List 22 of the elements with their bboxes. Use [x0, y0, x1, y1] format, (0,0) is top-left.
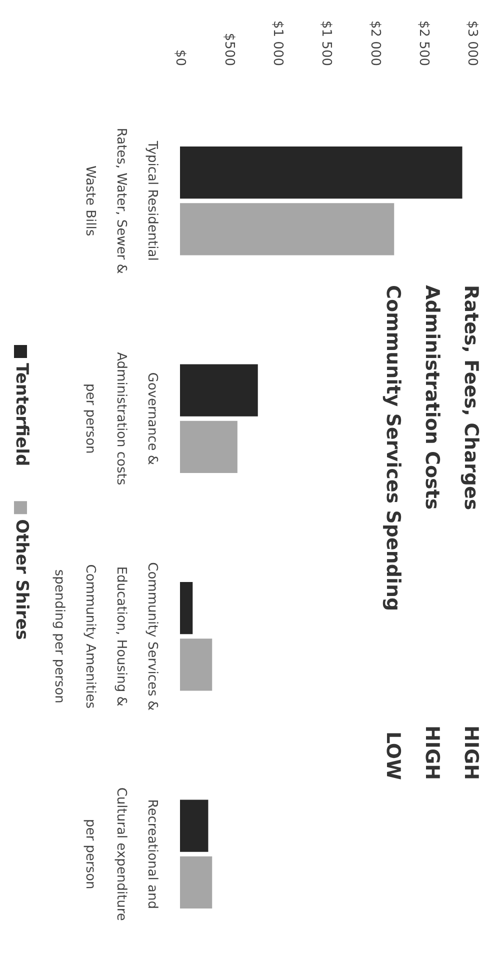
x-tick-label: $1 500 [318, 20, 334, 66]
x-tick-label: $2 000 [367, 20, 382, 66]
category-label: Recreational and Cultural expenditure per person [82, 787, 160, 921]
chart-title: Rates, Fees, Charges HIGH Administration Costs HIGH Community Services Spending LOW [382, 285, 482, 780]
category-label: Community Services & Education, Housing & Community Amenities spending per person [52, 562, 160, 711]
legend-label: Tenterfield [12, 363, 32, 466]
bar [180, 203, 394, 256]
category-label: Governance & Administration costs per person [82, 352, 160, 486]
x-tick-label: $1 000 [270, 20, 285, 66]
bar [180, 856, 212, 908]
x-tick-label: $2 500 [416, 20, 431, 66]
x-tick-label: $500 [221, 32, 236, 66]
bar [180, 638, 212, 691]
bar [180, 364, 258, 416]
bar [180, 800, 208, 852]
x-tick-label: $0 [172, 49, 188, 66]
x-tick-label: $3 000 [464, 20, 480, 66]
bar [180, 582, 193, 634]
category-label: Typical Residential Rates, Water, Sewer & Waste Bills [82, 128, 160, 274]
bar [180, 146, 462, 199]
bar [180, 420, 238, 473]
legend-label: Other Shires [12, 519, 32, 640]
